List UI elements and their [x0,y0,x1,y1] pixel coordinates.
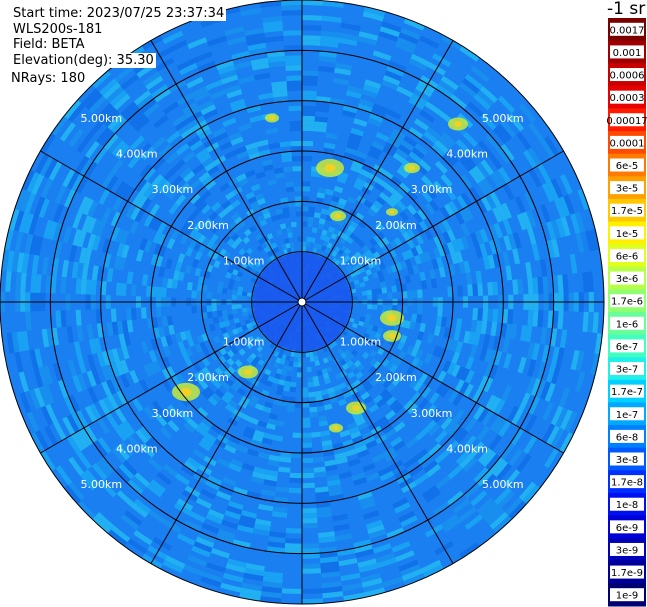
instrument-label: WLS200s-181 [11,22,105,37]
colorbar-label-box [610,271,644,285]
spoke-210 [150,301,303,564]
colorbar-label-box [610,452,644,466]
colorbar-label-box [610,565,644,579]
colorbar-tick-label: 1e-9 [616,591,639,602]
colorbar-label-box [610,294,644,308]
spoke-300 [40,150,303,303]
colorbar-tick-label: 1.7e-8 [611,478,643,489]
colorbar-label-box [610,181,644,195]
ring-label-5: 5.00km [482,112,524,125]
ring-label-1: 1.00km [223,336,265,349]
spoke-120 [301,301,564,454]
colorbar-label-box [610,407,644,421]
ring-label-3: 3.00km [152,407,194,420]
colorbar-tick-label: 1e-8 [616,500,639,511]
colorbar-label-box [610,497,644,511]
colorbar-tick-label: 0.001 [613,48,642,59]
start-time-label: Start time: 2023/07/25 23:37:34 [11,6,227,21]
elevation-label: Elevation(deg): 35.30 [11,53,156,68]
echo-patches [172,113,468,433]
colorbar-tick-label: 3e-5 [616,184,639,195]
colorbar-tick-label: 3e-8 [616,455,639,466]
colorbar-title: -1 sr [607,0,646,19]
spoke-240 [40,301,303,454]
ring-label-1: 1.00km [340,254,382,267]
ppi-plot-area: 1.00km 1.00km 1.00km 1.00km 2.00km 2.00km 2.00… [0,0,605,605]
colorbar-label-box [610,22,644,36]
colorbar-tick-label: 1.7e-6 [611,297,643,308]
colorbar-tick-label: 1.7e-5 [611,206,643,217]
colorbar-label-box [610,520,644,534]
ring-label-2: 2.00km [187,371,229,384]
colorbar-tick-label: 6e-8 [616,432,639,443]
colorbar-tick-label: 0.00017 [606,116,647,127]
ring-label-3: 3.00km [411,407,453,420]
colorbar-label-box [610,68,644,82]
colorbar-tick-label: 3e-7 [616,365,639,376]
ring-label-5: 5.00km [482,478,524,491]
colorbar-tick-label: 6e-7 [616,342,639,353]
ring-label-2: 2.00km [187,219,229,232]
colorbar-tick-label: 1e-7 [616,410,639,421]
colorbar-label-box [610,384,644,398]
ring-label-2: 2.00km [375,371,417,384]
colorbar-tick-label: 0.0017 [610,25,645,36]
ring-label-3: 3.00km [411,183,453,196]
spoke-30 [301,40,454,303]
spoke-330 [150,40,303,303]
colorbar-label-box [610,362,644,376]
colorbar-label-box [610,429,644,443]
colorbar-label-box [610,588,644,602]
colorbar-label-box [610,203,644,217]
colorbar-label-box [610,339,644,353]
colorbar-label-box [610,475,644,489]
colorbar-label-box [610,135,644,149]
colorbar-label-box [610,45,644,59]
ring-label-4: 4.00km [116,148,158,161]
ring-label-2: 2.00km [375,219,417,232]
colorbar-tick-label: 6e-5 [616,161,639,172]
ring-label-4: 4.00km [446,148,488,161]
ring-label-1: 1.00km [340,336,382,349]
colorbar-tick-label: 1e-5 [616,229,639,240]
colorbar-label-box [610,226,644,240]
colorbar: 0.0017 0.001 0.0006 0.0003 0.00017 0.0001 6e-5… [606,18,647,607]
colorbar-label-box [610,113,644,127]
colorbar-tick-label: 0.0006 [610,71,645,82]
spoke-150 [301,301,454,564]
colorbar-tick-label: 1.7e-9 [611,568,643,579]
colorbar-tick-label: 6e-9 [616,523,639,534]
colorbar-label-box [610,158,644,172]
ring-label-5: 5.00km [80,478,122,491]
ring-label-3: 3.00km [152,183,194,196]
colorbar-label-box [610,90,644,104]
ring-label-4: 4.00km [446,442,488,455]
spoke-60 [301,150,564,303]
colorbar-tick-label: 6e-6 [616,251,639,262]
field-label: Field: BETA [11,37,87,52]
colorbar-tick-label: 3e-6 [616,274,639,285]
colorbar-label-box [610,248,644,262]
colorbar-tick-label: 3e-9 [616,545,639,556]
colorbar-tick-label: 0.0001 [610,138,645,149]
colorbar-tick-label: 1e-6 [616,319,639,330]
radar-center-marker [297,297,307,307]
colorbar-tick-label: 0.0003 [610,93,645,104]
colorbar-tick-label: 1.7e-7 [611,387,643,398]
ring-label-1: 1.00km [223,254,265,267]
ring-label-4: 4.00km [116,442,158,455]
colorbar-label-box [610,542,644,556]
ring-label-5: 5.00km [80,112,122,125]
colorbar-label-box [610,316,644,330]
nrays-label: NRays: 180 [11,71,86,86]
